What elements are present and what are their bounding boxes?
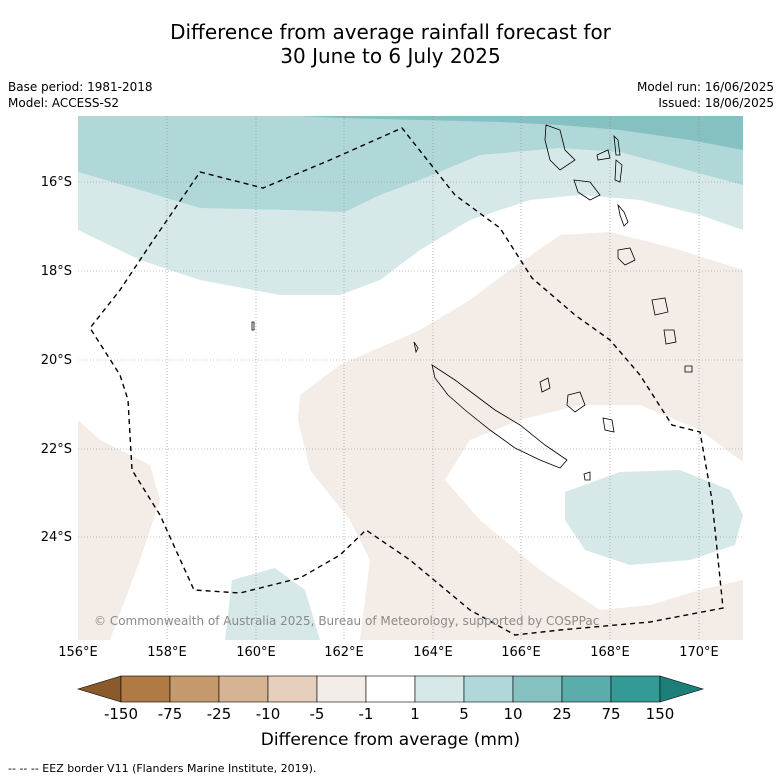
colorbar-bin-11 — [610, 675, 661, 703]
lat-label-24s: 24°S — [40, 530, 72, 545]
new-caledonia-island — [431, 364, 568, 469]
lon-label-156e: 156°E — [58, 645, 98, 660]
colorbar-bin-9 — [512, 675, 563, 703]
copyright-credit: © Commonwealth of Australia 2025, Bureau… — [94, 614, 600, 628]
colorbar-bin-4 — [267, 675, 318, 703]
wet-patch-southeast — [565, 470, 743, 565]
map-title: Difference from average rainfall forecas… — [0, 20, 781, 68]
lon-label-162e: 162°E — [324, 645, 364, 660]
belep-islets — [413, 341, 419, 354]
dry-region-west — [78, 420, 160, 640]
base-period: Base period: 1981-2018 — [8, 80, 153, 94]
colorbar-bin-10 — [561, 675, 612, 703]
colorbar-bin-7 — [414, 675, 465, 703]
vanuatu-pentecost — [614, 159, 623, 183]
vanuatu-efate — [617, 247, 636, 266]
model-run: Model run: 16/06/2025 — [636, 80, 774, 94]
title-line-2: 30 June to 6 July 2025 — [280, 44, 501, 68]
lat-label-20s: 20°S — [40, 353, 72, 368]
vanuatu-erromango — [651, 297, 669, 316]
lon-label-164e: 164°E — [413, 645, 453, 660]
issued-date: Issued: 18/06/2025 — [658, 96, 774, 110]
colorbar-bin-1 — [120, 675, 171, 703]
dry-region-east — [298, 232, 743, 640]
lon-label-170e: 170°E — [679, 645, 719, 660]
vanuatu-epi — [617, 203, 629, 227]
lat-label-22s: 22°S — [40, 442, 72, 457]
colorbar-tick-10: 25 — [552, 705, 572, 723]
colorbar-bin-3 — [218, 675, 269, 703]
lat-label-16s: 16°S — [40, 175, 72, 190]
colorbar-tick-6: -1 — [358, 705, 374, 723]
wet-core-north — [78, 116, 743, 212]
vanuatu-ambae — [596, 149, 611, 161]
colorbar-tick-5: -5 — [309, 705, 325, 723]
loyalty-island-1 — [539, 377, 551, 393]
meta-right: Model run: 16/06/2025 Issued: 18/06/2025 — [637, 79, 774, 111]
colorbar-bin-8 — [463, 675, 514, 703]
colorbar-tick-8: 5 — [459, 705, 469, 723]
wet-patch-south — [225, 568, 320, 640]
lat-label-18s: 18°S — [40, 264, 72, 279]
colorbar-bin-5 — [316, 675, 367, 703]
grid-lines — [78, 116, 743, 640]
vanuatu-malekula — [573, 179, 601, 201]
vanuatu-santo — [544, 124, 576, 171]
colorbar-tick-9: 10 — [503, 705, 523, 723]
lon-label-168e: 168°E — [590, 645, 630, 660]
colorbar-tick-2: -75 — [157, 705, 183, 723]
isle-of-pines — [583, 471, 591, 481]
eez-border — [89, 127, 724, 636]
meta-left: Base period: 1981-2018 Model: ACCESS-S2 — [8, 79, 153, 111]
colorbar-tick-11: 75 — [601, 705, 621, 723]
eez-legend-note: -- -- -- EEZ border V11 (Flanders Marine… — [8, 762, 317, 775]
model-name: Model: ACCESS-S2 — [8, 96, 120, 110]
colorbar-label: Difference from average (mm) — [260, 730, 521, 750]
map-area — [78, 116, 743, 640]
vanuatu-aneityum — [684, 365, 693, 373]
lon-label-166e: 166°E — [501, 645, 541, 660]
loyalty-island-2 — [566, 391, 586, 413]
title-line-1: Difference from average rainfall forecas… — [170, 20, 611, 44]
vanuatu-tanna — [663, 329, 677, 345]
colorbar-bin-6 — [365, 675, 416, 703]
colorbar-extend-low — [76, 675, 122, 703]
colorbar-tick-1: -150 — [103, 705, 139, 723]
colorbar-extend-high — [659, 675, 705, 703]
colorbar-bin-2 — [169, 675, 220, 703]
lon-label-160e: 160°E — [236, 645, 276, 660]
chesterfield-islet — [251, 321, 255, 331]
colorbar-tick-3: -25 — [206, 705, 232, 723]
lon-label-158e: 158°E — [147, 645, 187, 660]
colorbar-tick-12: 150 — [645, 705, 675, 723]
colorbar-tick-4: -10 — [255, 705, 281, 723]
colorbar — [76, 675, 705, 703]
vanuatu-maewo — [613, 134, 621, 156]
wet-peak-north — [300, 116, 743, 150]
loyalty-island-3 — [602, 417, 615, 433]
colorbar-tick-7: 1 — [410, 705, 420, 723]
